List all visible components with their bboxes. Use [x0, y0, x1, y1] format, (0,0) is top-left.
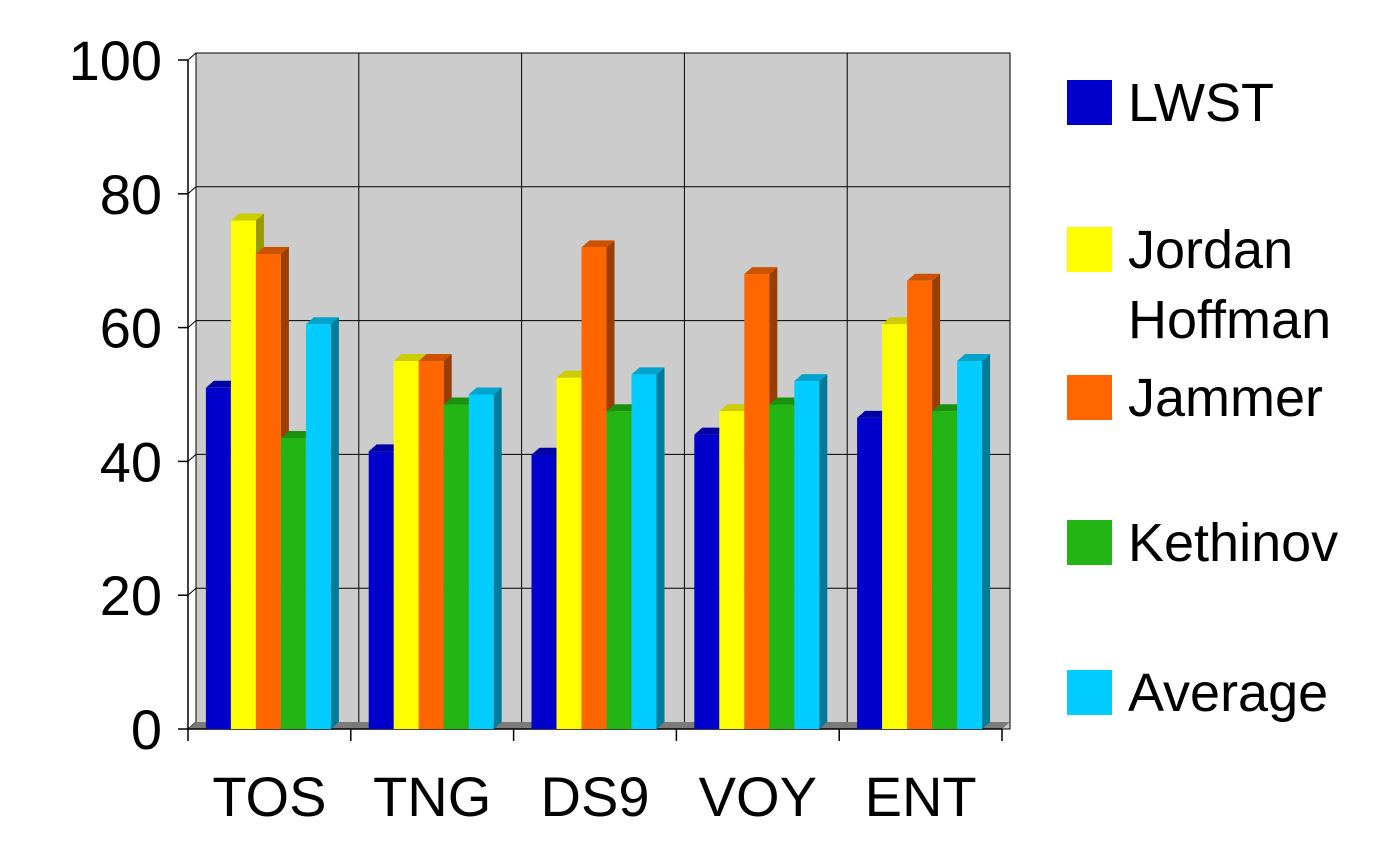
bar-top: [907, 273, 941, 281]
bar-front: [418, 361, 444, 729]
bar-top: [368, 444, 402, 452]
bar-front: [957, 361, 983, 729]
bar-side: [493, 387, 502, 729]
bar-front: [556, 377, 582, 729]
bar-top: [769, 397, 803, 405]
bar: [631, 367, 665, 729]
legend-swatch: [1067, 520, 1112, 565]
bar-top: [443, 397, 477, 405]
legend-swatch: [1067, 80, 1112, 125]
bar-top: [631, 367, 665, 375]
bar-side: [819, 374, 828, 729]
bar-top: [694, 427, 728, 435]
gridline-connector: [187, 186, 197, 195]
bar-front: [205, 387, 231, 729]
bar-top: [280, 430, 314, 438]
y-tick-label: 60: [100, 297, 162, 360]
x-axis: TOS TNG DS9 VOY ENT: [187, 728, 1003, 828]
legend-item: Jordan Hoffman: [1067, 220, 1331, 350]
gridline-connector: [187, 52, 197, 61]
x-tick-label: TOS: [212, 765, 326, 828]
bar-front: [443, 404, 469, 729]
x-tick-label: ENT: [865, 765, 977, 828]
legend-label: LWST: [1128, 73, 1274, 133]
y-tick-label: 20: [100, 564, 162, 627]
bar-front: [280, 437, 306, 729]
bar-top: [205, 380, 239, 388]
bar-top: [418, 354, 452, 362]
bar-front: [882, 324, 908, 729]
bar-front: [719, 411, 745, 729]
bar: [305, 317, 339, 729]
bar-top: [606, 404, 640, 412]
bar-front: [368, 451, 394, 729]
bar-front: [932, 411, 958, 729]
y-tick-label: 0: [131, 698, 162, 761]
bar-front: [468, 394, 494, 729]
bar-top: [556, 370, 590, 378]
bar-side: [982, 354, 991, 729]
legend-label: Jammer: [1128, 368, 1323, 428]
bar-front: [631, 374, 657, 729]
bar-top: [393, 354, 427, 362]
y-tick-label: 100: [69, 29, 162, 92]
bar-side: [330, 317, 339, 729]
bar-front: [907, 280, 933, 729]
bar-top: [531, 447, 565, 455]
x-tick-label: VOY: [699, 765, 817, 828]
bar-front: [744, 274, 770, 729]
bar-top: [794, 374, 828, 382]
bar-front: [393, 361, 419, 729]
gridline-connector: [187, 587, 197, 596]
legend-label: Kethinov: [1128, 513, 1338, 573]
legend-item: Jammer: [1067, 368, 1323, 428]
legend-item: LWST: [1067, 73, 1274, 133]
legend-item: Kethinov: [1067, 513, 1338, 573]
bar-top: [255, 247, 289, 255]
bar-front: [531, 454, 557, 729]
bar-top: [581, 240, 615, 248]
y-tick-label: 80: [100, 163, 162, 226]
bars: [205, 213, 991, 729]
legend: LWST Jordan Hoffman Jammer Kethinov Average: [1067, 73, 1338, 723]
bar-front: [857, 417, 883, 729]
bar-top: [932, 404, 966, 412]
bar-top: [305, 317, 339, 325]
gridline-connector: [187, 454, 197, 462]
bar-top: [857, 410, 891, 418]
gridline-connector: [187, 320, 197, 328]
y-tick-label: 40: [100, 430, 162, 493]
bar: [957, 354, 991, 729]
bar-top: [957, 354, 991, 362]
y-axis: 0 20 40 60 80 100: [69, 29, 189, 761]
bar: [468, 387, 502, 729]
bar-top: [230, 213, 264, 221]
bar-top: [468, 387, 502, 395]
bar-front: [581, 247, 607, 729]
bar-top: [882, 317, 916, 325]
x-tick-label: DS9: [541, 765, 650, 828]
legend-item: Average: [1067, 663, 1328, 723]
bar-front: [769, 404, 795, 729]
legend-swatch: [1067, 375, 1112, 420]
bar-front: [694, 434, 720, 729]
bar-top: [744, 267, 778, 275]
bar-front: [794, 381, 820, 729]
bar-front: [305, 324, 331, 729]
legend-swatch: [1067, 670, 1112, 715]
legend-label: Average: [1128, 663, 1328, 723]
x-tick-label: TNG: [373, 765, 491, 828]
bar-front: [230, 220, 256, 729]
bar-front: [255, 254, 281, 729]
bar-top: [719, 404, 753, 412]
bar: [794, 374, 828, 729]
bar-front: [606, 411, 632, 729]
legend-swatch: [1067, 227, 1112, 272]
bar-side: [656, 367, 665, 729]
legend-label: Jordan Hoffman: [1128, 220, 1331, 350]
